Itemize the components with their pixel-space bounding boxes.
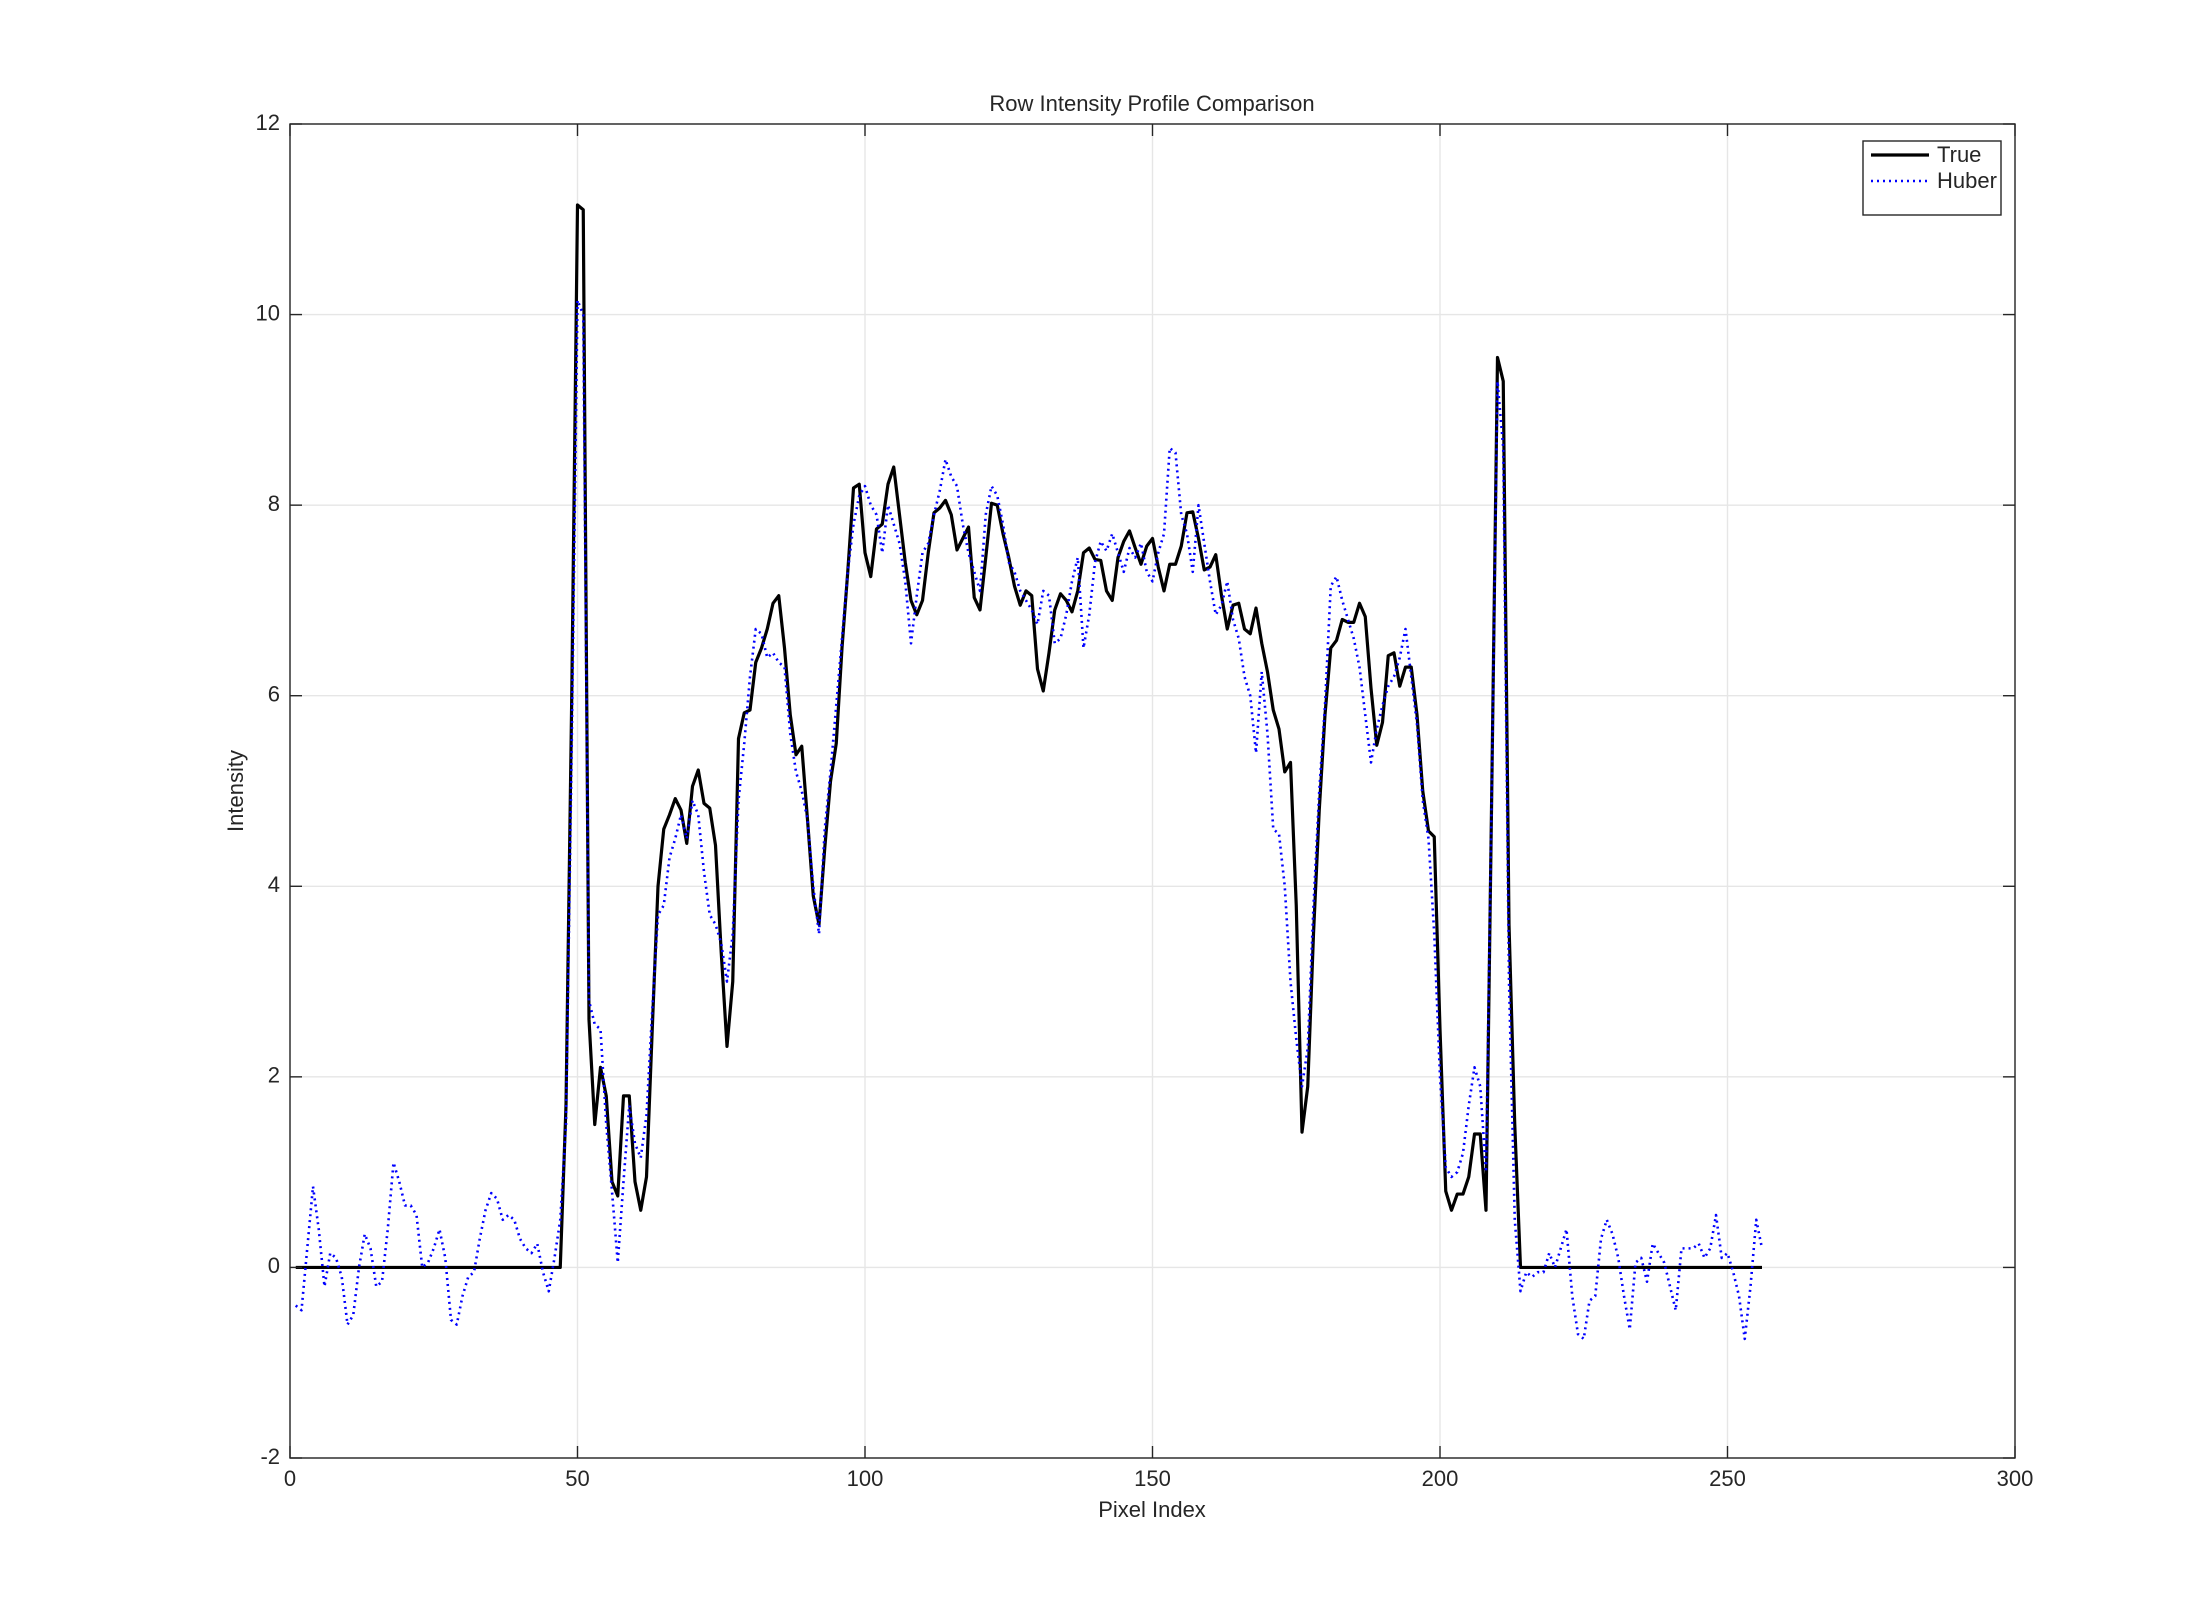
series-line <box>295 203 1762 1270</box>
x-tick-label: 0 <box>284 1466 296 1491</box>
y-tick-label: 2 <box>268 1063 280 1088</box>
chart-title: Row Intensity Profile Comparison <box>989 91 1314 116</box>
legend-box <box>1862 140 2002 216</box>
x-tick-label: 250 <box>1709 1466 1746 1491</box>
y-tick-label: 0 <box>268 1253 280 1278</box>
series-line <box>294 298 1764 1341</box>
y-tick-label: 8 <box>268 491 280 516</box>
legend-label: True <box>1937 142 1981 167</box>
x-tick-label: 200 <box>1422 1466 1459 1491</box>
y-tick-label: 4 <box>268 872 280 897</box>
legend-label: Huber <box>1937 168 1997 193</box>
y-tick-label: 10 <box>256 300 280 325</box>
y-tick-label: 12 <box>256 110 280 135</box>
y-axis-label: Intensity <box>223 750 248 832</box>
x-tick-label: 300 <box>1997 1466 2034 1491</box>
x-axis-label: Pixel Index <box>1098 1497 1206 1522</box>
lines <box>294 203 1764 1341</box>
y-tick-label: 6 <box>268 682 280 707</box>
y-tick-label: -2 <box>260 1444 280 1469</box>
x-tick-label: 100 <box>847 1466 884 1491</box>
x-tick-label: 50 <box>565 1466 589 1491</box>
x-tick-label: 150 <box>1134 1466 1171 1491</box>
